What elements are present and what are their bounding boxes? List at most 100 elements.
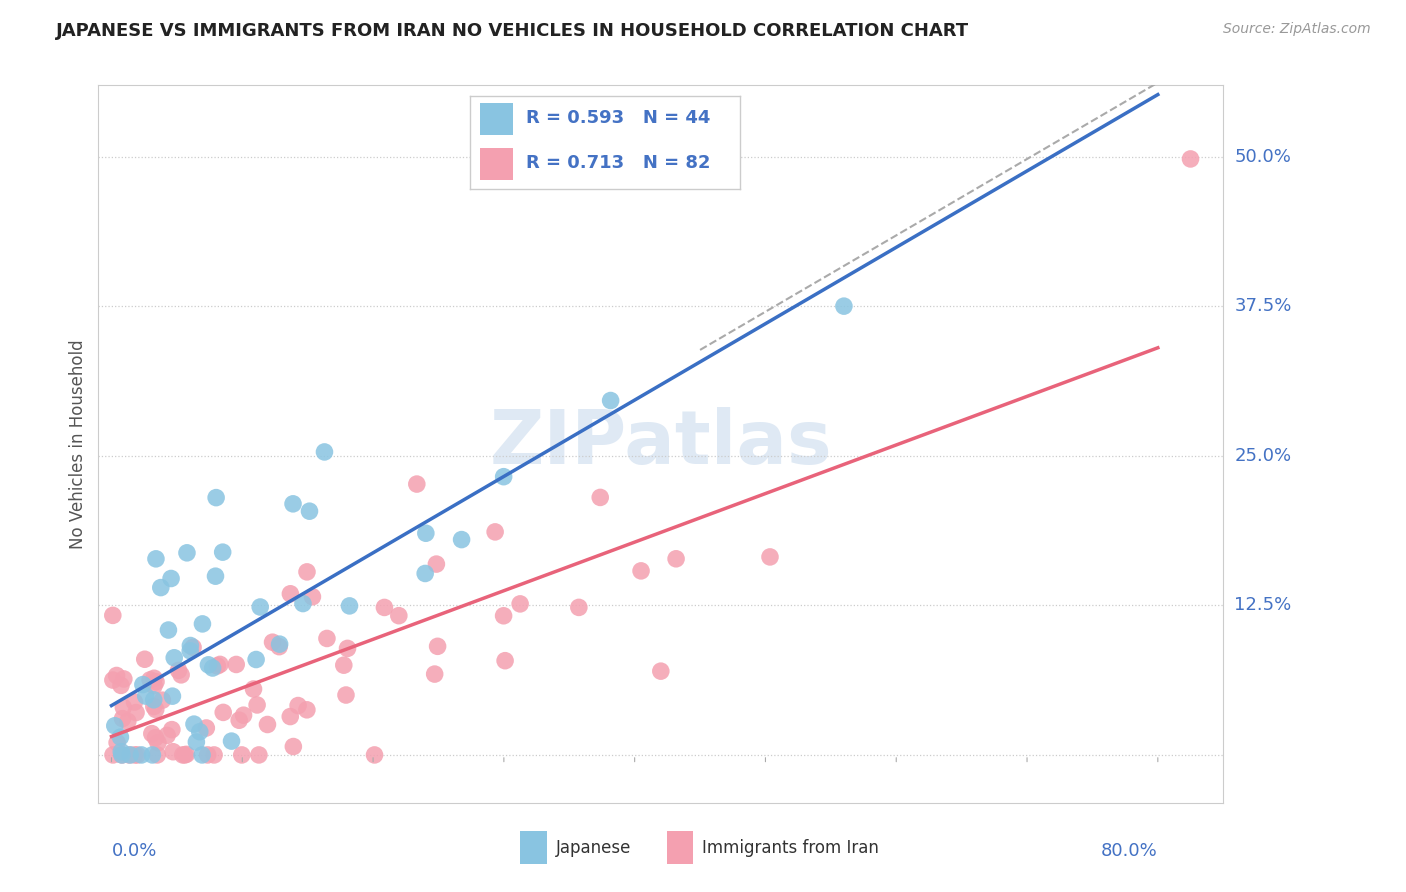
Point bbox=[134, 652, 156, 666]
Point bbox=[117, 714, 139, 729]
Point bbox=[415, 526, 437, 541]
Point bbox=[1180, 152, 1202, 166]
Point bbox=[176, 747, 198, 762]
Point bbox=[131, 747, 153, 762]
Point bbox=[124, 747, 146, 762]
Point bbox=[110, 745, 132, 759]
Point bbox=[179, 639, 201, 653]
Point bbox=[173, 747, 195, 762]
Point bbox=[212, 706, 235, 720]
Point bbox=[280, 587, 302, 601]
Point bbox=[145, 674, 167, 689]
Point bbox=[492, 469, 515, 483]
Point bbox=[492, 608, 515, 623]
Point bbox=[152, 693, 174, 707]
Point bbox=[167, 664, 190, 678]
Text: 80.0%: 80.0% bbox=[1101, 842, 1157, 860]
Point bbox=[211, 545, 233, 559]
Text: 0.0%: 0.0% bbox=[111, 842, 157, 860]
Point bbox=[112, 672, 135, 686]
Point bbox=[195, 721, 218, 735]
Text: Source: ZipAtlas.com: Source: ZipAtlas.com bbox=[1223, 22, 1371, 37]
Point bbox=[363, 747, 385, 762]
Point bbox=[423, 667, 446, 681]
Point bbox=[245, 652, 267, 666]
Point bbox=[188, 724, 211, 739]
Point bbox=[112, 700, 135, 714]
Point bbox=[339, 599, 361, 613]
Point bbox=[143, 679, 166, 693]
Text: 12.5%: 12.5% bbox=[1234, 597, 1292, 615]
Point bbox=[197, 747, 219, 762]
Point bbox=[281, 497, 304, 511]
Point bbox=[127, 747, 149, 762]
Point bbox=[269, 640, 291, 654]
Point bbox=[101, 608, 124, 623]
Point bbox=[139, 673, 162, 687]
Point bbox=[630, 564, 652, 578]
Point bbox=[186, 735, 208, 749]
Point bbox=[105, 736, 128, 750]
Point bbox=[125, 706, 148, 720]
Point bbox=[450, 533, 472, 547]
Point bbox=[160, 572, 183, 586]
Point bbox=[163, 650, 186, 665]
Point bbox=[146, 736, 169, 750]
Point bbox=[249, 599, 271, 614]
Point bbox=[181, 640, 204, 655]
Point bbox=[205, 491, 228, 505]
Point bbox=[172, 747, 194, 762]
Text: 50.0%: 50.0% bbox=[1234, 147, 1291, 166]
Point bbox=[242, 681, 264, 696]
Point bbox=[101, 747, 124, 762]
Point bbox=[333, 658, 356, 673]
Point bbox=[141, 726, 163, 740]
Point bbox=[589, 491, 612, 505]
Point bbox=[191, 616, 214, 631]
Point bbox=[145, 551, 167, 566]
Point bbox=[191, 747, 214, 762]
Point bbox=[202, 747, 225, 762]
Point bbox=[118, 747, 141, 762]
Point bbox=[759, 549, 782, 564]
Point bbox=[231, 747, 253, 762]
Point bbox=[388, 608, 411, 623]
Point bbox=[176, 546, 198, 560]
Point bbox=[484, 524, 506, 539]
Point bbox=[426, 640, 449, 654]
Point bbox=[295, 565, 318, 579]
Point bbox=[157, 623, 180, 637]
Point bbox=[283, 739, 305, 754]
Point bbox=[509, 597, 531, 611]
Point bbox=[124, 695, 146, 709]
Point bbox=[104, 719, 127, 733]
Point bbox=[111, 747, 134, 762]
Point bbox=[207, 658, 229, 673]
Point bbox=[373, 600, 395, 615]
Point bbox=[142, 693, 165, 707]
Point bbox=[208, 657, 231, 672]
Point bbox=[599, 393, 621, 408]
Point bbox=[197, 657, 219, 672]
Point bbox=[225, 657, 247, 672]
Point bbox=[111, 712, 134, 726]
Point bbox=[832, 299, 855, 313]
Point bbox=[179, 644, 201, 658]
Point bbox=[228, 713, 250, 727]
Text: 37.5%: 37.5% bbox=[1234, 297, 1292, 315]
Point bbox=[149, 581, 172, 595]
Point bbox=[246, 698, 269, 712]
Point bbox=[145, 731, 167, 745]
Point bbox=[650, 664, 672, 678]
Point bbox=[141, 747, 163, 762]
Point bbox=[405, 477, 427, 491]
Point bbox=[568, 600, 591, 615]
Point bbox=[101, 673, 124, 687]
Point bbox=[111, 747, 134, 762]
Point bbox=[314, 445, 336, 459]
Point bbox=[145, 702, 167, 716]
Point bbox=[269, 637, 291, 651]
Point bbox=[156, 728, 179, 742]
Point bbox=[295, 703, 318, 717]
Point bbox=[232, 708, 254, 723]
